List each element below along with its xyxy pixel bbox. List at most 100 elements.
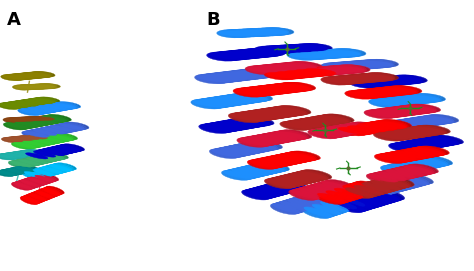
Ellipse shape — [344, 74, 376, 83]
Ellipse shape — [277, 70, 309, 78]
Ellipse shape — [260, 28, 292, 35]
Ellipse shape — [330, 65, 362, 74]
Ellipse shape — [332, 50, 365, 56]
Ellipse shape — [352, 91, 383, 97]
Ellipse shape — [397, 175, 427, 186]
Ellipse shape — [224, 171, 253, 179]
Ellipse shape — [409, 118, 439, 125]
Ellipse shape — [362, 73, 394, 81]
Ellipse shape — [377, 87, 409, 96]
Ellipse shape — [398, 141, 428, 151]
Ellipse shape — [58, 123, 82, 131]
Ellipse shape — [410, 117, 440, 125]
Ellipse shape — [21, 108, 44, 115]
Ellipse shape — [228, 71, 261, 79]
Ellipse shape — [46, 186, 64, 194]
Ellipse shape — [250, 164, 280, 173]
Ellipse shape — [256, 163, 285, 172]
Ellipse shape — [39, 127, 64, 135]
Ellipse shape — [10, 74, 33, 79]
Ellipse shape — [403, 106, 435, 112]
Ellipse shape — [230, 29, 261, 37]
Ellipse shape — [389, 151, 420, 160]
Ellipse shape — [320, 202, 349, 212]
Ellipse shape — [400, 175, 429, 185]
Ellipse shape — [378, 77, 411, 85]
Ellipse shape — [264, 85, 297, 93]
Ellipse shape — [241, 137, 273, 146]
Ellipse shape — [257, 85, 290, 94]
Ellipse shape — [344, 123, 375, 133]
Ellipse shape — [351, 123, 382, 130]
Ellipse shape — [268, 132, 300, 141]
Ellipse shape — [237, 29, 268, 36]
Ellipse shape — [401, 166, 429, 175]
Ellipse shape — [35, 117, 59, 124]
Ellipse shape — [349, 183, 378, 194]
Ellipse shape — [334, 76, 366, 83]
Ellipse shape — [372, 109, 404, 117]
Ellipse shape — [377, 108, 408, 117]
Ellipse shape — [336, 65, 368, 73]
Ellipse shape — [240, 142, 270, 152]
Ellipse shape — [301, 67, 334, 76]
Ellipse shape — [18, 117, 39, 122]
Ellipse shape — [28, 178, 47, 185]
Ellipse shape — [230, 114, 264, 121]
Ellipse shape — [299, 52, 332, 58]
Ellipse shape — [259, 133, 291, 143]
Ellipse shape — [9, 101, 31, 108]
Ellipse shape — [273, 107, 306, 115]
Ellipse shape — [426, 136, 457, 146]
Ellipse shape — [24, 172, 45, 178]
Ellipse shape — [274, 63, 306, 71]
Ellipse shape — [319, 192, 349, 203]
Ellipse shape — [361, 79, 393, 86]
Ellipse shape — [40, 188, 58, 196]
Ellipse shape — [244, 48, 277, 57]
Ellipse shape — [364, 60, 396, 67]
Ellipse shape — [394, 97, 426, 103]
Ellipse shape — [407, 104, 438, 113]
Ellipse shape — [32, 129, 55, 136]
Ellipse shape — [300, 195, 328, 205]
Ellipse shape — [258, 85, 292, 94]
Ellipse shape — [39, 173, 59, 181]
Ellipse shape — [12, 85, 33, 90]
Ellipse shape — [345, 199, 374, 209]
Ellipse shape — [411, 139, 442, 149]
Ellipse shape — [225, 30, 256, 37]
Ellipse shape — [372, 77, 405, 86]
Ellipse shape — [3, 117, 24, 123]
Ellipse shape — [254, 85, 287, 95]
Ellipse shape — [341, 75, 373, 83]
Ellipse shape — [326, 66, 358, 73]
Ellipse shape — [200, 124, 231, 133]
Ellipse shape — [391, 129, 423, 138]
Ellipse shape — [321, 76, 353, 85]
Ellipse shape — [19, 140, 42, 147]
Ellipse shape — [393, 76, 426, 82]
Ellipse shape — [399, 107, 430, 113]
Ellipse shape — [384, 176, 414, 187]
Ellipse shape — [304, 207, 332, 217]
Ellipse shape — [359, 60, 392, 68]
Ellipse shape — [266, 72, 298, 78]
Ellipse shape — [27, 116, 47, 122]
Ellipse shape — [238, 138, 269, 147]
Ellipse shape — [245, 141, 275, 151]
Ellipse shape — [346, 61, 377, 69]
Ellipse shape — [416, 146, 447, 156]
Ellipse shape — [271, 183, 299, 191]
Ellipse shape — [17, 120, 41, 127]
Ellipse shape — [261, 86, 293, 92]
Ellipse shape — [322, 114, 352, 123]
Ellipse shape — [394, 107, 426, 113]
Ellipse shape — [361, 183, 391, 193]
Ellipse shape — [354, 89, 386, 98]
Ellipse shape — [203, 73, 237, 83]
Ellipse shape — [238, 144, 268, 151]
Ellipse shape — [229, 119, 261, 128]
Ellipse shape — [31, 192, 49, 200]
Ellipse shape — [284, 70, 316, 78]
